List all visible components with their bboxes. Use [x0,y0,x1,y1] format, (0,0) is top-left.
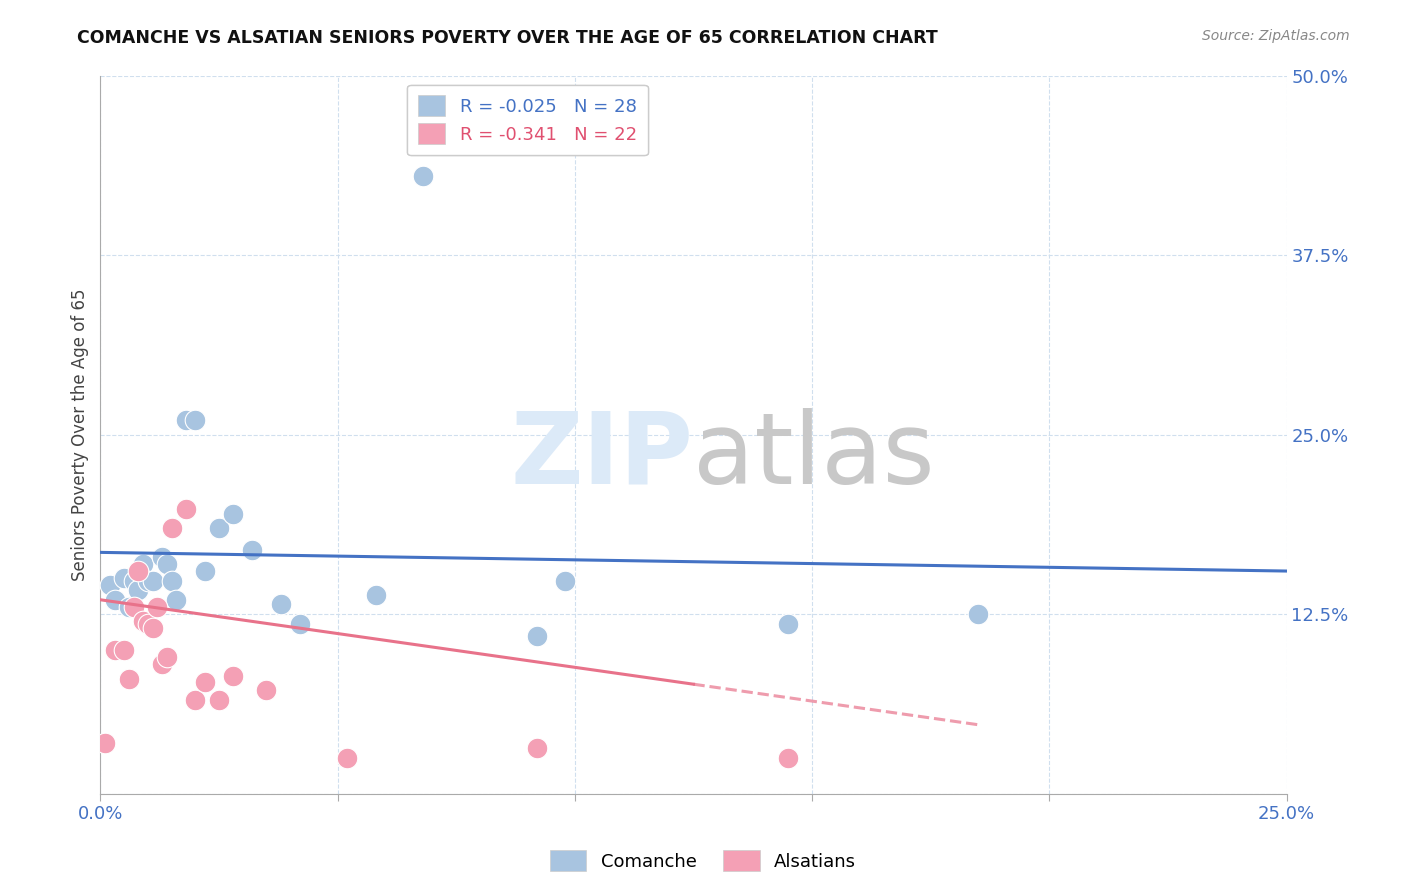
Point [194,674,217,689]
Point [118,672,141,686]
Point [184,413,207,427]
Point [146,599,169,614]
Point [112,571,135,585]
Point [136,574,159,588]
Point [174,502,197,516]
Point [150,549,173,564]
Point [240,542,263,557]
Legend: R = -0.025   N = 28, R = -0.341   N = 22: R = -0.025 N = 28, R = -0.341 N = 22 [408,85,648,155]
Point [184,693,207,707]
Point [98,578,121,592]
Point [132,615,155,629]
Point [156,650,179,665]
Point [127,564,149,578]
Y-axis label: Seniors Poverty Over the Age of 65: Seniors Poverty Over the Age of 65 [72,288,89,581]
Point [967,607,990,621]
Point [118,599,141,614]
Point [364,589,387,603]
Point [478,126,501,140]
Point [122,599,145,614]
Point [165,592,187,607]
Point [141,622,163,636]
Point [208,521,231,535]
Point [270,597,292,611]
Point [526,629,548,643]
Point [174,413,197,427]
Text: atlas: atlas [693,408,935,505]
Point [150,657,173,672]
Point [554,574,576,588]
Text: ZIP: ZIP [510,408,693,505]
Point [103,643,125,657]
Point [122,574,145,588]
Point [141,574,163,588]
Point [127,582,149,597]
Legend: Comanche, Alsatians: Comanche, Alsatians [543,843,863,879]
Point [526,740,548,755]
Point [194,564,217,578]
Point [103,592,125,607]
Point [160,574,183,588]
Point [94,736,117,750]
Point [254,683,277,698]
Point [222,669,245,683]
Point [336,751,359,765]
Text: COMANCHE VS ALSATIAN SENIORS POVERTY OVER THE AGE OF 65 CORRELATION CHART: COMANCHE VS ALSATIAN SENIORS POVERTY OVE… [77,29,938,46]
Point [136,617,159,632]
Point [160,521,183,535]
Point [288,617,311,632]
Point [412,169,434,183]
Point [208,693,231,707]
Point [222,507,245,521]
Text: Source: ZipAtlas.com: Source: ZipAtlas.com [1202,29,1350,43]
Point [156,557,179,571]
Point [778,617,800,632]
Point [112,643,135,657]
Point [778,751,800,765]
Point [132,557,155,571]
